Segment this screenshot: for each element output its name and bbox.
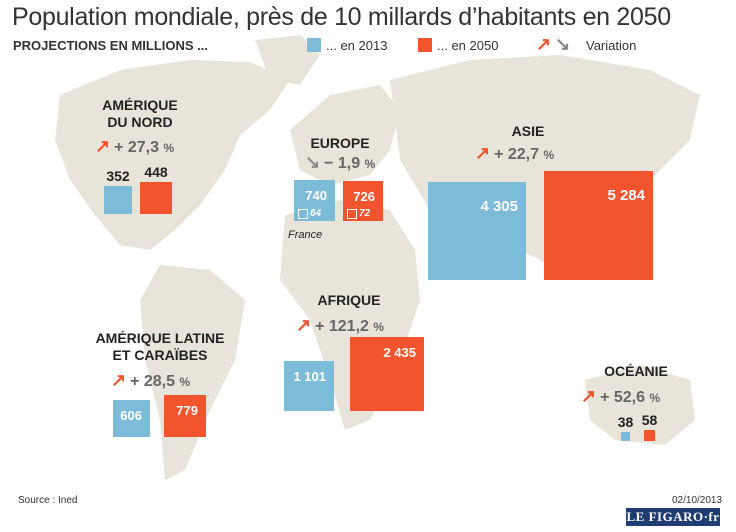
variation-value: + 121,2 [315,318,374,335]
legend-label-2013: ... en 2013 [326,38,388,53]
bar-2013-oc-anie [621,432,630,441]
region-label-line: DU NORD [107,114,173,130]
region-label-line: AFRIQUE [317,292,381,308]
variation-unit: % [364,157,376,171]
variation-value: + 52,6 [600,389,650,406]
variation-unit: % [163,141,175,155]
variation-am-rique-latine-et-cara-bes: ↗ + 28,5 % [111,370,190,391]
legend-label-variation: Variation [586,38,637,53]
region-label-line: AMÉRIQUE LATINE [95,330,225,346]
chart-subtitle: PROJECTIONS EN MILLIONS ... [13,38,209,53]
legend-arrows: ↗ ↘ [536,34,574,55]
map-greenland [255,35,320,85]
france-label: France [288,229,323,241]
arrow-up-icon: ↗ [111,370,127,390]
arrow-up-icon: ↗ [581,386,597,406]
bar-2013-am-rique-latine-et-cara-bes [113,400,150,437]
bar-2050-afrique [350,337,424,411]
region-label-oc-anie: OCÉANIE [604,363,668,380]
value-label-2050-am-rique-latine-et-cara-bes: 779 [176,403,198,418]
arrow-up-icon: ↗ [475,143,491,163]
region-label-afrique: AFRIQUE [318,292,381,309]
region-label-am-rique-du-nord: AMÉRIQUE DU NORD [102,97,177,131]
source-note: Source : Ined [18,495,78,506]
value-label-2013-oc-anie: 38 [617,414,634,430]
chart-title: Population mondiale, près de 10 millards… [12,3,671,31]
france-box-2013 [298,209,308,219]
value-label-2013-am-rique-latine-et-cara-bes: 606 [120,408,142,423]
region-label-line: OCÉANIE [604,363,668,379]
variation-asie: ↗ + 22,7 % [475,143,554,164]
variation-unit: % [543,148,555,162]
variation-value: + 28,5 [130,373,180,390]
bar-2013-am-rique-du-nord [104,186,132,214]
bar-2050-am-rique-latine-et-cara-bes [164,395,206,437]
legend-swatch-2013 [307,38,321,52]
variation-oc-anie: ↗ + 52,6 % [581,386,660,407]
variation-unit: % [649,391,661,405]
variation-am-rique-du-nord: ↗ + 27,3 % [95,136,174,157]
region-label-line: ASIE [511,123,545,139]
bar-2050-am-rique-du-nord [140,182,172,214]
bar-2050-oc-anie [644,430,655,441]
arrow-up-icon: ↗ [536,34,552,54]
value-label-2050-europe: 726 [353,189,375,204]
region-label-europe: EUROPE [310,135,369,152]
arrow-down-icon: ↘ [305,152,321,172]
legend-swatch-2050 [418,38,432,52]
variation-value: + 27,3 [114,139,164,156]
france-value-2013: 64 [310,208,322,219]
region-label-line: ET CARAÏBES [112,347,208,363]
value-label-2013-europe: 740 [305,188,327,203]
value-label-2050-oc-anie: 58 [641,412,658,428]
arrow-up-icon: ↗ [296,315,312,335]
le-figaro-logo: LE FIGARO·fr [626,508,720,526]
value-label-2013-asie: 4 305 [480,198,518,215]
value-label-2050-am-rique-du-nord: 448 [144,164,168,180]
map-europe [290,85,400,185]
region-label-am-rique-latine-et-cara-bes: AMÉRIQUE LATINE ET CARAÏBES [96,330,225,364]
variation-europe: ↘ − 1,9 % [305,152,375,173]
variation-value: − 1,9 [324,155,365,172]
bar-2050-asie [544,171,653,280]
value-label-2050-afrique: 2 435 [383,345,416,360]
france-box-2050 [347,209,357,219]
region-label-line: EUROPE [310,135,370,151]
region-label-asie: ASIE [512,123,545,140]
arrow-up-icon: ↗ [95,136,111,156]
value-label-2013-am-rique-du-nord: 352 [106,168,130,184]
arrow-down-icon: ↘ [555,34,571,54]
value-label-2013-afrique: 1 101 [293,369,326,384]
variation-value: + 22,7 [494,146,544,163]
bar-2013-asie [428,182,526,280]
map-oceania [585,365,695,445]
variation-afrique: ↗ + 121,2 % [296,315,384,336]
publication-date: 02/10/2013 [672,495,723,506]
region-label-line: AMÉRIQUE [102,97,178,113]
legend-label-2050: ... en 2050 [437,38,499,53]
france-value-2050: 72 [359,208,371,219]
value-label-2050-asie: 5 284 [607,187,645,204]
variation-unit: % [373,320,385,334]
bar-2013-afrique [284,361,334,411]
variation-unit: % [179,375,191,389]
